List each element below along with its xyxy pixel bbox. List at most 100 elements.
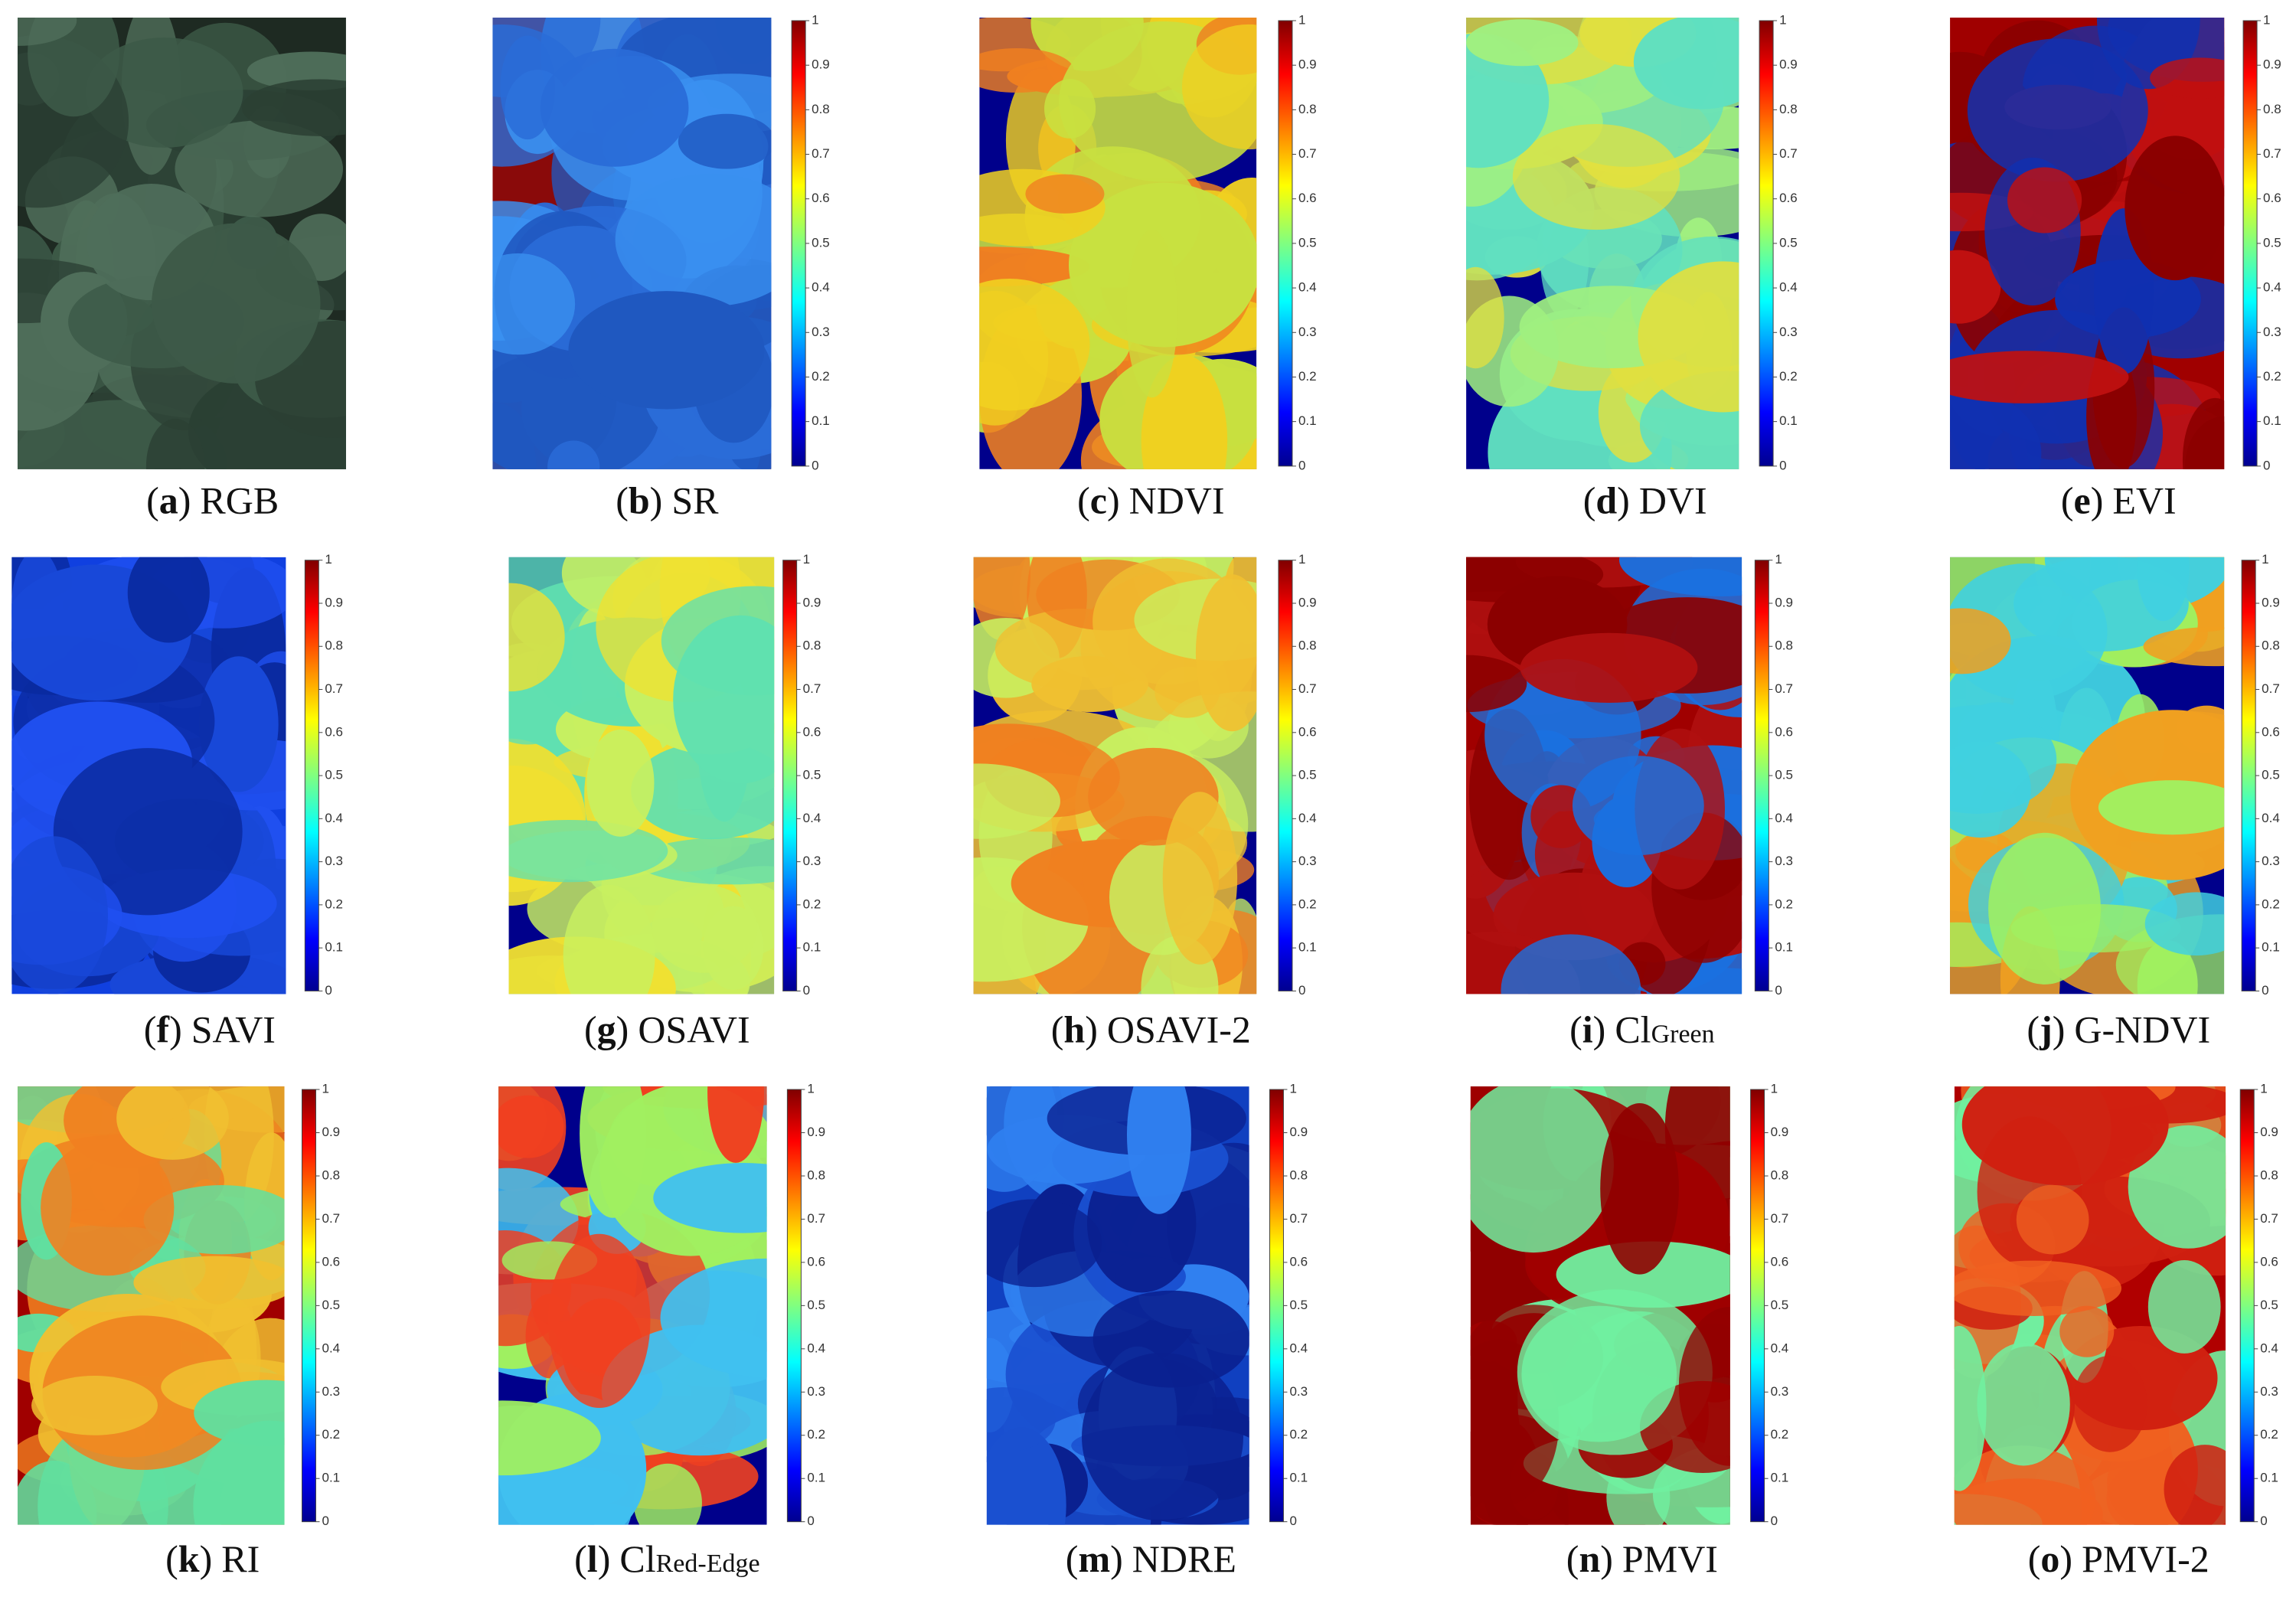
caption-open: ( [2028, 1537, 2041, 1580]
panel-caption: (c) NDVI [1077, 478, 1225, 521]
colorbar-tick-label: 0.5 [1771, 1298, 1789, 1312]
colorbar-tick-label: 0.5 [2263, 235, 2281, 250]
colorbar-tick-label: 0.6 [2262, 724, 2280, 739]
colorbar-tick-label: 1 [807, 1082, 814, 1096]
leaf [633, 1463, 702, 1525]
leaf [660, 1258, 767, 1377]
colorbar-tick-label: 0 [812, 458, 818, 472]
colorbar-tick-label: 0.7 [325, 681, 343, 696]
colorbar-tick-label: 0.2 [322, 1427, 341, 1442]
colorbar-tick-label: 0.7 [2262, 681, 2280, 696]
leaf [707, 1086, 765, 1163]
colorbar-tick-label: 0.8 [1298, 638, 1317, 653]
panel-image [1950, 557, 2225, 994]
caption-open: ( [1051, 1008, 1064, 1051]
colorbar-tick-label: 0.1 [1298, 940, 1317, 955]
leaf [673, 615, 775, 784]
caption-close: ) [1617, 478, 1630, 521]
panel: 0 0.1 0.2 0.3 0.4 0.5 0.6 0.7 0.8 0.9 1 (l) ClRed-Ed… [498, 1082, 825, 1580]
colorbar-tick-label: 1 [803, 552, 810, 567]
caption-open: ( [1583, 478, 1596, 521]
colorbar-tick-label: 0.2 [1289, 1427, 1308, 1442]
panel: 0 0.1 0.2 0.3 0.4 0.5 0.6 0.7 0.8 0.9 1 (f) SAVI [11, 552, 343, 1051]
colorbar-tick-label: 0.1 [325, 940, 343, 955]
colorbar-tick-label: 0.7 [2260, 1211, 2278, 1226]
caption-open: ( [1077, 478, 1090, 521]
panel-caption: (d) DVI [1583, 478, 1707, 521]
leaf [198, 656, 279, 792]
panel-caption: (h) OSAVI-2 [1051, 1008, 1251, 1051]
colorbar-tick-label: 0.8 [812, 102, 830, 116]
colorbar-tick-label: 1 [1298, 12, 1305, 27]
leaf [1466, 266, 1504, 369]
colorbar-tick-label: 0.8 [1298, 102, 1317, 116]
leaf [986, 1086, 1058, 1192]
colorbar-tick-label: 0.3 [1298, 325, 1317, 339]
leaf [2164, 1445, 2226, 1525]
leaf [1181, 24, 1257, 150]
colorbar-tick-label: 0.6 [1775, 724, 1793, 739]
caption-letter: m [1078, 1537, 1110, 1580]
colorbar-tick-label: 0 [2262, 983, 2268, 998]
colorbar-tick-label: 0 [2263, 458, 2270, 472]
colorbar-tick-label: 0.2 [325, 896, 343, 911]
colorbar-tick-label: 0 [1298, 458, 1305, 472]
caption-close: ) [1085, 1008, 1098, 1051]
colorbar-tick-label: 0.7 [807, 1211, 825, 1226]
colorbar-tick-label: 0 [1289, 1514, 1296, 1528]
colorbar-tick-label: 0.5 [803, 768, 821, 782]
colorbar-tick-label: 0.7 [1298, 146, 1317, 161]
caption-letter: b [629, 478, 650, 521]
caption-label: SAVI [191, 1008, 276, 1051]
panel-image [979, 17, 1257, 469]
caption-close: ) [650, 478, 663, 521]
panel: 0 0.1 0.2 0.3 0.4 0.5 0.6 0.7 0.8 0.9 1 (c) NDVI [979, 12, 1317, 521]
panel: 0 0.1 0.2 0.3 0.4 0.5 0.6 0.7 0.8 0.9 1 (g) OSAVI [508, 552, 821, 1051]
caption-open: ( [584, 1008, 597, 1051]
colorbar-tick-label: 0.1 [2263, 413, 2281, 428]
colorbar-tick-label: 0.7 [1779, 146, 1798, 161]
colorbar-tick-label: 0.6 [325, 724, 343, 739]
panel-image [498, 1086, 767, 1525]
colorbar-tick-label: 0.8 [1771, 1168, 1789, 1182]
leaf [1950, 608, 2011, 674]
leaf [1600, 1103, 1679, 1275]
colorbar [2239, 1089, 2255, 1523]
leaf [548, 1233, 651, 1409]
colorbar-tick-label: 0.3 [325, 854, 343, 868]
caption-close: ) [169, 1008, 182, 1051]
colorbar-tick-label: 0.2 [2263, 369, 2281, 384]
caption-label: G-NDVI [2074, 1008, 2210, 1051]
leaf [1092, 1290, 1249, 1388]
colorbar-tick-label: 0.6 [803, 724, 821, 739]
colorbar-tick-label: 1 [1289, 1082, 1296, 1096]
colorbar-tick-label: 0.9 [807, 1125, 825, 1139]
leaf [152, 223, 321, 384]
leaf [2182, 397, 2225, 469]
caption-letter: c [1090, 478, 1107, 521]
colorbar-tick-label: 0.4 [803, 811, 821, 825]
panel-caption: (k) RI [165, 1537, 260, 1580]
caption-letter: e [2074, 478, 2091, 521]
panel-caption: (m) NDRE [1066, 1537, 1236, 1580]
colorbar-tick-label: 0.1 [1289, 1471, 1308, 1485]
leaf [17, 17, 77, 46]
colorbar-tick-label: 0.3 [1771, 1384, 1789, 1399]
caption-label: RGB [200, 478, 279, 521]
colorbar-tick-label: 1 [325, 552, 331, 567]
colorbar-tick-label: 0.2 [807, 1427, 825, 1442]
colorbar-tick-label: 0.8 [807, 1168, 825, 1182]
colorbar-tick-label: 0.3 [1779, 325, 1798, 339]
caption-label: PMVI-2 [2082, 1537, 2209, 1580]
colorbar-tick-label: 0.3 [2263, 325, 2281, 339]
colorbar-tick-label: 0.6 [1298, 191, 1317, 205]
leaf [1493, 872, 1654, 961]
colorbar-tick-label: 0.4 [2263, 280, 2281, 295]
colorbar-tick-label: 0 [803, 983, 810, 998]
panel-image [11, 557, 286, 994]
panel: 0 0.1 0.2 0.3 0.4 0.5 0.6 0.7 0.8 0.9 1 (e) EVI [1950, 12, 2281, 521]
colorbar [304, 560, 319, 991]
colorbar-tick-label: 0.3 [807, 1384, 825, 1399]
colorbar-tick-label: 0.2 [2262, 896, 2280, 911]
caption-label: OSAVI [638, 1008, 750, 1051]
